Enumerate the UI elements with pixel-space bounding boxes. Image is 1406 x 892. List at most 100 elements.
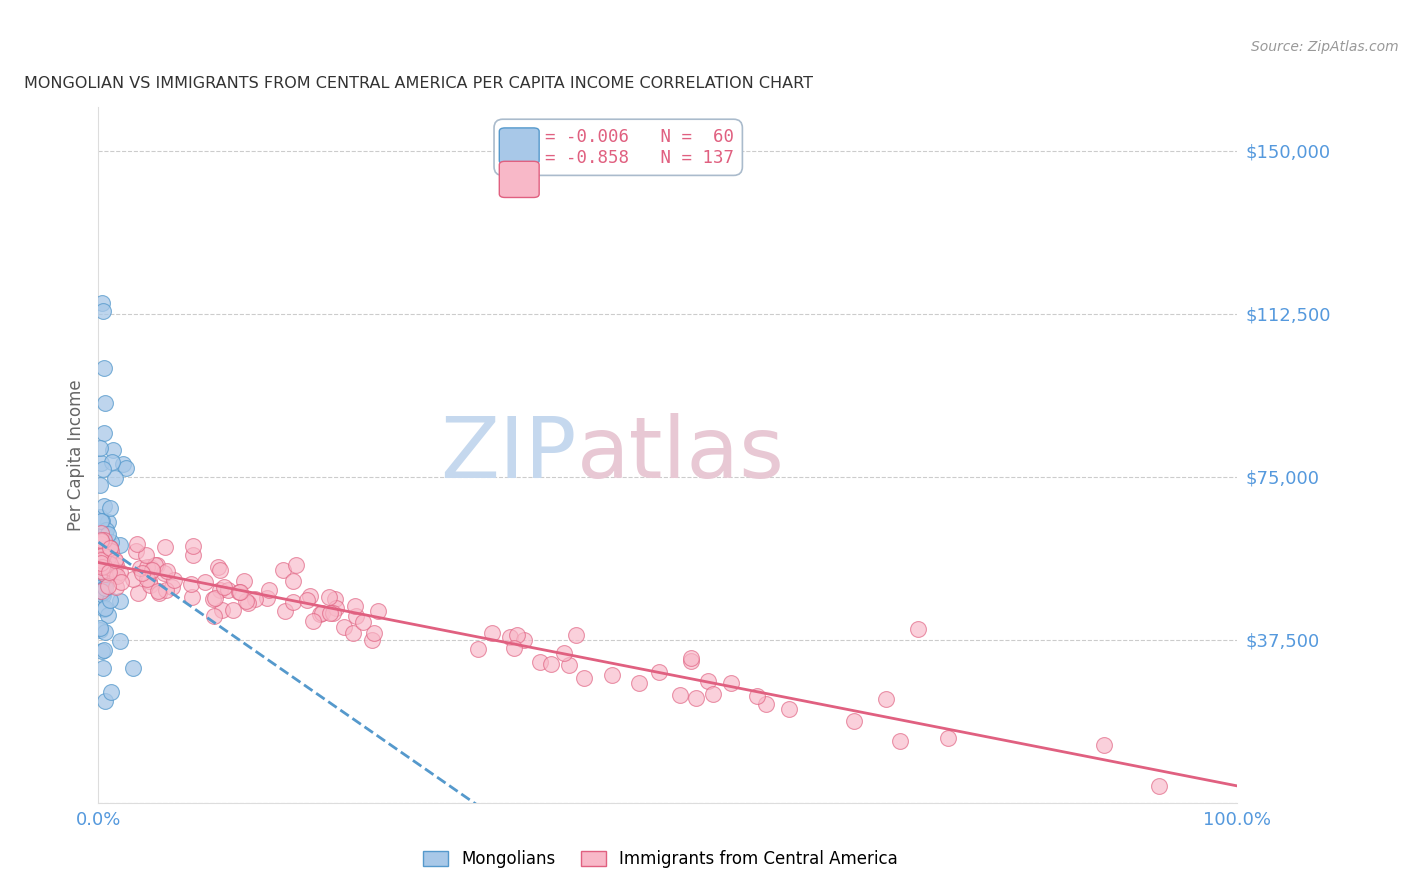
Point — [91, 548, 114, 562]
FancyBboxPatch shape — [499, 161, 538, 197]
Point — [342, 625, 364, 640]
Point — [114, 461, 136, 475]
Point — [125, 543, 148, 558]
Point — [90, 295, 112, 310]
Point — [194, 574, 217, 589]
Point — [228, 585, 250, 599]
Point — [89, 478, 111, 492]
Point — [91, 588, 114, 602]
Point — [696, 673, 718, 688]
Point — [153, 566, 176, 581]
Point — [201, 592, 224, 607]
Point — [97, 516, 120, 530]
Point — [222, 602, 245, 616]
Point — [97, 549, 120, 564]
Point — [273, 563, 295, 577]
Point — [122, 661, 145, 675]
Point — [104, 553, 127, 567]
Point — [100, 543, 122, 558]
Point — [97, 568, 120, 582]
Point — [128, 561, 150, 575]
Point — [105, 569, 128, 583]
Point — [90, 456, 112, 470]
Point — [842, 714, 865, 728]
Point — [481, 625, 503, 640]
Point — [104, 558, 127, 572]
Point — [627, 676, 650, 690]
Point — [319, 606, 342, 620]
Point — [100, 557, 122, 571]
Point — [325, 601, 347, 615]
Y-axis label: Per Capita Income: Per Capita Income — [67, 379, 86, 531]
Point — [90, 526, 112, 541]
Point — [110, 566, 132, 580]
Point — [94, 567, 117, 582]
Point — [110, 538, 132, 552]
Point — [236, 595, 259, 609]
Point — [311, 606, 333, 620]
Point — [136, 572, 159, 586]
Point — [93, 499, 115, 513]
Point — [204, 591, 226, 606]
Point — [160, 580, 183, 594]
Text: ZIP: ZIP — [440, 413, 576, 497]
Point — [243, 592, 266, 607]
Point — [90, 514, 112, 528]
Point — [138, 574, 160, 588]
Point — [94, 581, 117, 595]
Point — [91, 582, 114, 596]
Point — [467, 641, 489, 656]
Point — [875, 691, 897, 706]
FancyBboxPatch shape — [499, 128, 538, 164]
Point — [131, 566, 153, 580]
Point — [344, 608, 367, 623]
Point — [89, 442, 111, 456]
Point — [94, 395, 117, 409]
Point — [143, 558, 166, 572]
Point — [89, 581, 111, 595]
Point — [685, 691, 707, 706]
Point — [110, 574, 132, 589]
Point — [363, 626, 385, 640]
Text: MONGOLIAN VS IMMIGRANTS FROM CENTRAL AMERICA PER CAPITA INCOME CORRELATION CHART: MONGOLIAN VS IMMIGRANTS FROM CENTRAL AME… — [24, 76, 814, 91]
Point — [135, 548, 157, 562]
Point — [565, 628, 588, 642]
Point — [93, 693, 115, 707]
Point — [148, 585, 170, 599]
Point — [98, 561, 121, 575]
Point — [90, 564, 112, 578]
Point — [98, 540, 121, 554]
Point — [97, 556, 120, 570]
Point — [214, 581, 236, 595]
Point — [156, 564, 179, 578]
Point — [93, 426, 115, 441]
Point — [90, 552, 112, 566]
Point — [720, 676, 742, 690]
Point — [91, 566, 114, 581]
Point — [553, 646, 575, 660]
Point — [89, 550, 111, 565]
Point — [529, 656, 551, 670]
Point — [104, 554, 127, 568]
Point — [907, 622, 929, 636]
Point — [153, 540, 176, 554]
Point — [318, 591, 340, 605]
Point — [1092, 738, 1115, 752]
Point — [90, 582, 112, 596]
Text: R = -0.006   N =  60
  R = -0.858   N = 137: R = -0.006 N = 60 R = -0.858 N = 137 — [503, 128, 734, 167]
Point — [284, 558, 307, 573]
Point — [90, 515, 112, 529]
Point — [93, 602, 115, 616]
Point — [141, 563, 163, 577]
Point — [209, 563, 232, 577]
Point — [679, 651, 702, 665]
Point — [155, 582, 177, 597]
Point — [90, 549, 112, 564]
Point — [367, 604, 389, 618]
Point — [163, 573, 186, 587]
Point — [217, 582, 239, 597]
Point — [94, 567, 117, 582]
Point — [97, 527, 120, 541]
Point — [98, 592, 121, 607]
Point — [281, 595, 304, 609]
